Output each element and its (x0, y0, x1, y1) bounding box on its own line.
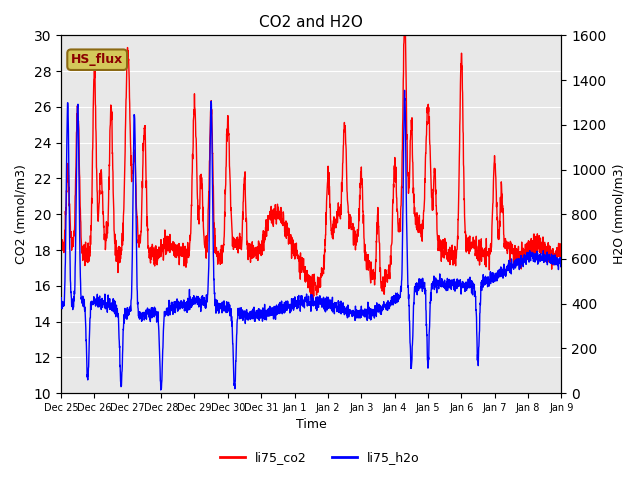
Y-axis label: CO2 (mmol/m3): CO2 (mmol/m3) (15, 164, 28, 264)
Text: HS_flux: HS_flux (71, 53, 124, 66)
Y-axis label: H2O (mmol/m3): H2O (mmol/m3) (612, 164, 625, 264)
Legend: li75_co2, li75_h2o: li75_co2, li75_h2o (215, 446, 425, 469)
X-axis label: Time: Time (296, 419, 326, 432)
Title: CO2 and H2O: CO2 and H2O (259, 15, 363, 30)
